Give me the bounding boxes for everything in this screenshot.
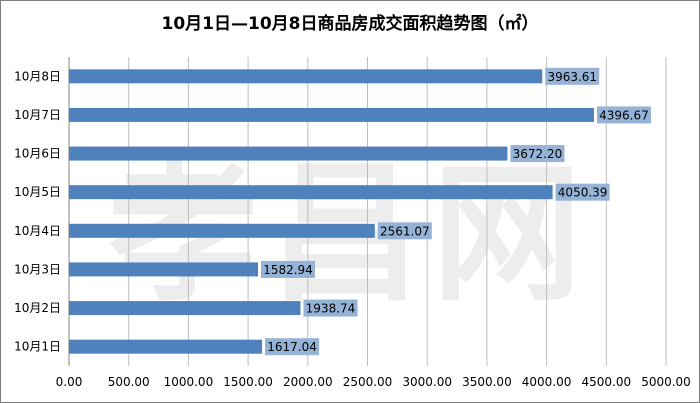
y-category-label: 10月8日 <box>14 69 61 83</box>
x-axis-labels: 0.00 500.00 1000.00 1500.00 2000.00 2500.00 30… <box>56 375 691 389</box>
y-category-label: 10月6日 <box>14 147 61 161</box>
x-tick-label: 2000.00 <box>283 375 333 389</box>
data-label-box <box>303 299 358 317</box>
chart-title: 10月1日—10月8日商品房成交面积趋势图（㎡） <box>161 14 539 34</box>
data-label: 4050.39 <box>558 186 608 200</box>
bar <box>69 262 259 277</box>
data-label: 4396.67 <box>599 108 649 122</box>
data-label-box <box>510 145 565 163</box>
y-category-label: 10月5日 <box>14 185 61 199</box>
data-label-box <box>545 67 600 85</box>
bars <box>69 69 594 354</box>
x-tick-label: 2500.00 <box>343 375 393 389</box>
data-labels: 3963.61 4396.67 3672.20 4050.39 2561.07 1582.… <box>261 67 651 356</box>
x-tick-label: 5000.00 <box>641 375 691 389</box>
data-label-box <box>596 106 651 124</box>
y-category-label: 10月7日 <box>14 108 61 122</box>
bar <box>69 69 543 84</box>
x-tick-label: 3500.00 <box>462 375 512 389</box>
bar <box>69 107 594 122</box>
data-label-box <box>377 222 432 240</box>
data-label-box <box>555 183 610 201</box>
x-tick-label: 4000.00 <box>522 375 572 389</box>
x-tick-label: 1000.00 <box>164 375 214 389</box>
grid-lines <box>68 57 667 366</box>
x-tick-label: 1500.00 <box>223 375 273 389</box>
bar <box>69 223 375 238</box>
y-category-label: 10月2日 <box>14 301 61 315</box>
data-label-box <box>265 338 320 356</box>
bar <box>69 301 301 316</box>
y-axis-labels: 10月8日 10月7日 10月6日 10月5日 10月4日 10月3日 10月2日 10月1日 <box>14 69 61 353</box>
bar <box>69 185 553 200</box>
y-category-label: 10月1日 <box>14 340 61 354</box>
data-label: 3672.20 <box>513 147 563 161</box>
y-category-label: 10月4日 <box>14 224 61 238</box>
x-tick-label: 3000.00 <box>402 375 452 389</box>
data-label: 1938.74 <box>306 302 356 316</box>
data-label: 2561.07 <box>380 224 430 238</box>
bar <box>69 146 508 161</box>
data-label: 3963.61 <box>547 70 597 84</box>
bar <box>69 339 263 354</box>
y-category-label: 10月3日 <box>14 262 61 276</box>
data-label-box <box>261 260 316 278</box>
x-tick-label: 4500.00 <box>581 375 631 389</box>
data-label: 1582.94 <box>263 263 313 277</box>
data-label: 1617.04 <box>267 340 317 354</box>
x-tick-label: 0.00 <box>56 375 83 389</box>
x-tick-label: 500.00 <box>108 375 150 389</box>
